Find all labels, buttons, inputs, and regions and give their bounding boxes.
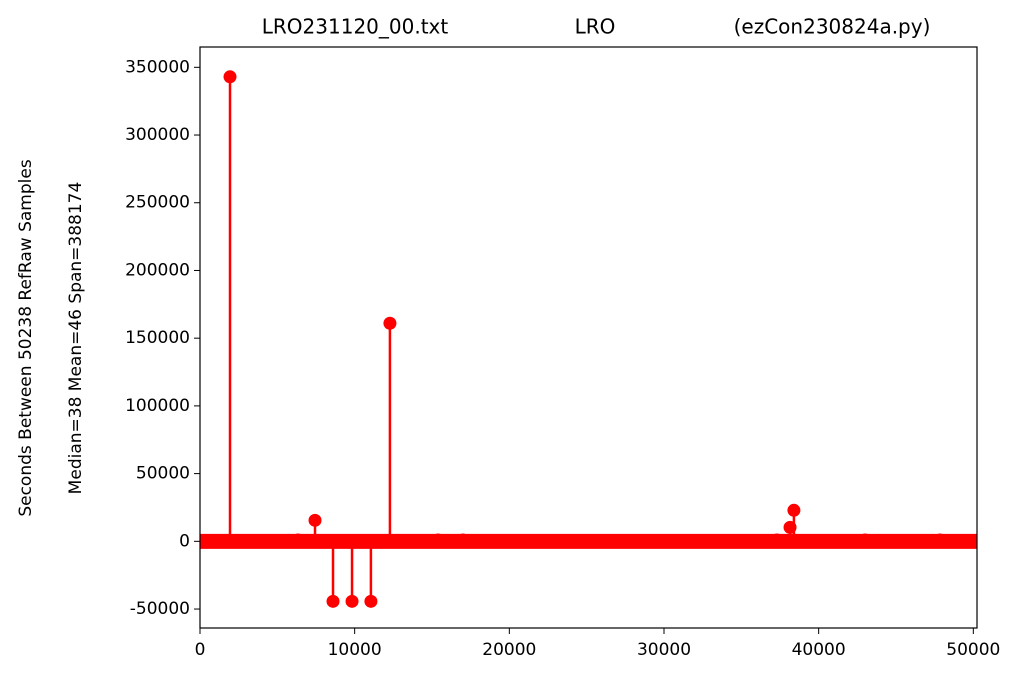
x-tick-label: 30000	[637, 640, 691, 660]
stem-marker	[787, 503, 801, 517]
y-tick-label: 200000	[125, 260, 190, 280]
y-tick-label: 150000	[125, 328, 190, 348]
stem-marker	[933, 533, 947, 547]
chart-title: (ezCon230824a.py)	[734, 15, 931, 39]
y-tick-label: 100000	[125, 396, 190, 416]
stem-marker	[456, 533, 470, 547]
x-tick-label: 50000	[946, 640, 1000, 660]
y-tick-label: 350000	[125, 57, 190, 77]
x-tick-label: 0	[195, 640, 206, 660]
chart-title: LRO	[575, 15, 616, 39]
y-axis-label: Seconds Between 50238 RefRaw Samples	[16, 159, 36, 516]
stem-marker	[345, 594, 359, 608]
y-tick-label: 250000	[125, 193, 190, 213]
x-tick-label: 20000	[482, 640, 536, 660]
stem-marker	[431, 533, 445, 547]
stem-marker	[770, 533, 784, 547]
plot-frame	[199, 46, 978, 629]
stem-marker	[291, 533, 305, 547]
y-tick-label: 0	[179, 531, 190, 551]
stem-marker	[223, 70, 237, 84]
x-tick-label: 10000	[328, 640, 382, 660]
chart-title: LRO231120_00.txt	[262, 15, 449, 39]
y-axis-label: Median=38 Mean=46 Span=388174	[66, 182, 86, 495]
x-tick-label: 40000	[792, 640, 846, 660]
stem-marker	[308, 513, 322, 527]
y-tick-label: 50000	[136, 464, 190, 484]
stem-marker	[364, 594, 378, 608]
stem-marker	[383, 316, 397, 330]
stem-marker	[858, 533, 872, 547]
y-tick-label: 300000	[125, 125, 190, 145]
stem-marker	[326, 594, 340, 608]
y-tick-label: -50000	[130, 599, 190, 619]
